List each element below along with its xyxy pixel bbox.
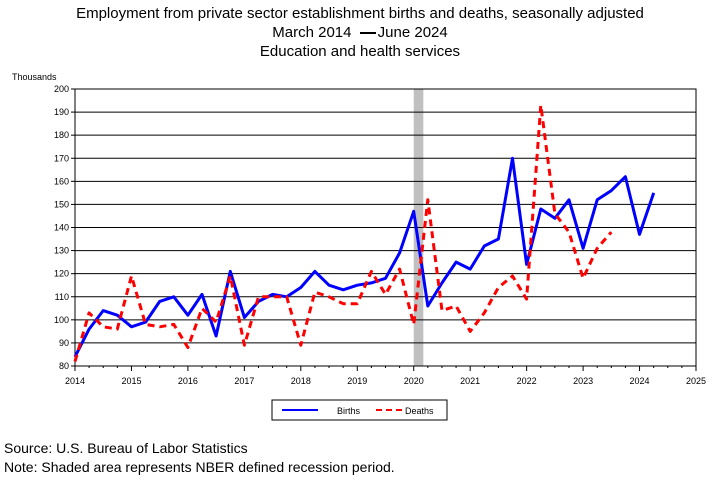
range-start-label: March 2014	[272, 24, 352, 41]
y-tick-label: 170	[54, 153, 69, 163]
range-dash-swatch	[359, 32, 376, 35]
x-tick-label: 2018	[291, 376, 311, 386]
x-tick-label: 2020	[404, 376, 424, 386]
x-tick-label: 2021	[460, 376, 480, 386]
x-tick-label: 2023	[573, 376, 593, 386]
y-tick-label: 160	[54, 176, 69, 186]
chart-subtitle-range: March 2014 June 2024	[0, 23, 720, 42]
x-tick-label: 2014	[65, 376, 85, 386]
y-tick-label: 90	[59, 338, 69, 348]
chart-legend: Births Deaths	[271, 399, 448, 421]
y-axis-label: Thousands	[12, 72, 57, 82]
source-note: Source: U.S. Bureau of Labor Statistics	[4, 440, 248, 456]
x-tick-label: 2017	[234, 376, 254, 386]
chart-title-block: Employment from private sector establish…	[0, 4, 720, 61]
chart-subtitle: Education and health services	[259, 43, 461, 60]
y-tick-label: 180	[54, 130, 69, 140]
legend-frame	[271, 399, 448, 421]
y-tick-label: 200	[54, 84, 69, 94]
recession-note: Note: Shaded area represents NBER define…	[4, 459, 395, 475]
y-tick-label: 100	[54, 315, 69, 325]
legend-births-label: Births	[337, 406, 361, 416]
y-tick-label: 140	[54, 223, 69, 233]
legend-deaths-label: Deaths	[405, 406, 434, 416]
x-tick-label: 2019	[347, 376, 367, 386]
range-end-label: June 2024	[377, 24, 448, 41]
y-tick-label: 130	[54, 246, 69, 256]
x-tick-label: 2016	[178, 376, 198, 386]
x-tick-label: 2024	[630, 376, 650, 386]
x-tick-label: 2022	[517, 376, 537, 386]
y-tick-label: 190	[54, 107, 69, 117]
series-line-deaths	[73, 103, 613, 362]
chart-title: Employment from private sector establish…	[76, 5, 644, 22]
x-tick-label: 2025	[686, 376, 706, 386]
y-tick-label: 110	[55, 292, 69, 302]
y-tick-label: 80	[59, 361, 69, 371]
y-tick-label: 150	[54, 199, 69, 209]
y-tick-label: 120	[54, 269, 69, 279]
x-tick-label: 2015	[121, 376, 141, 386]
